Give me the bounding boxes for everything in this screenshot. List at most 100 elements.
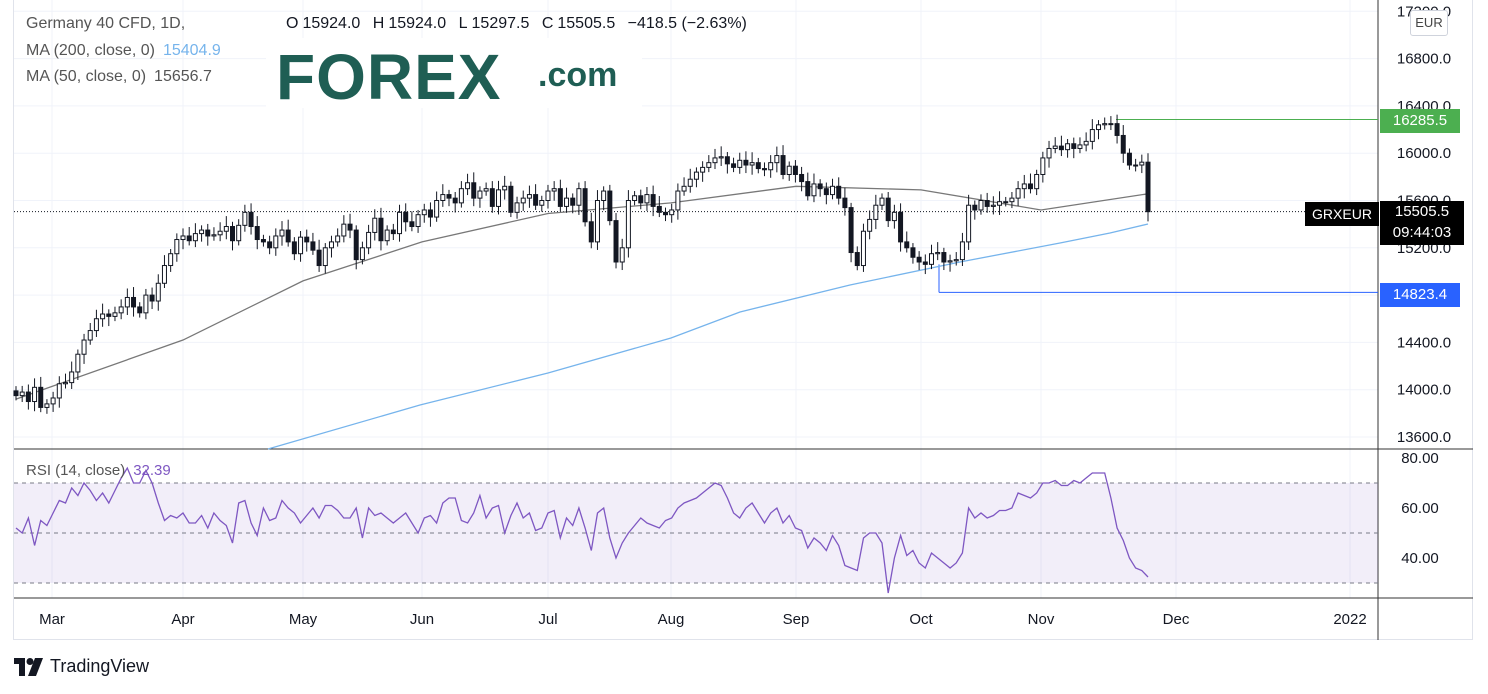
candle-up [384, 229, 390, 242]
currency-button[interactable]: EUR [1410, 10, 1448, 36]
candle-up [520, 197, 526, 204]
low-level-tag: 14823.4 [1380, 283, 1460, 307]
candle-down [922, 261, 928, 265]
candle-down [106, 313, 112, 317]
time-label: Apr [171, 611, 194, 628]
candle-up [155, 282, 161, 302]
candle-up [217, 230, 223, 236]
candle-up [112, 312, 118, 317]
candle-down [533, 194, 539, 206]
candle-up [526, 194, 532, 199]
price-tick-label: 16800.0 [1397, 51, 1451, 68]
candle-up [180, 235, 186, 241]
candle-down [1120, 134, 1126, 154]
candle-up [273, 235, 279, 249]
candle-down [205, 229, 211, 237]
candle-down [638, 195, 644, 204]
candle-down [1114, 123, 1120, 136]
candle-up [830, 185, 836, 196]
candle-up [483, 188, 489, 192]
candle-up [953, 259, 959, 262]
candle-down [650, 194, 656, 207]
symbol-title: Germany 40 CFD, 1D, [26, 15, 186, 32]
candle-down [508, 185, 514, 213]
tradingview-footer[interactable]: TradingView [14, 656, 149, 677]
candle-up [669, 209, 675, 216]
candle-down [817, 183, 823, 190]
candle-down [898, 211, 904, 243]
candle-up [687, 178, 693, 187]
rsi-tick-label: 60.00 [1401, 500, 1439, 517]
candle-up [545, 190, 551, 201]
candle-down [347, 223, 353, 231]
candle-up [56, 383, 62, 399]
candle-down [1071, 143, 1077, 149]
candle-up [93, 318, 99, 332]
candle-up [1034, 173, 1040, 190]
candle-down [731, 163, 737, 168]
candle-up [192, 233, 198, 242]
ohlc-readout: O 15924.0 H 15924.0 L 15297.5 C 15505.5 −418… [286, 15, 751, 33]
candle-down [390, 229, 396, 235]
candle-down [613, 220, 619, 263]
candle-down [353, 229, 359, 261]
time-label: 2022 [1333, 611, 1366, 628]
candle-down [582, 188, 588, 223]
candle-up [867, 218, 873, 232]
candle-up [502, 185, 508, 191]
candle-up [62, 382, 68, 385]
time-label: Aug [658, 611, 685, 628]
ma200-legend[interactable]: MA (200, close, 0) 15404.9 [26, 42, 221, 59]
candle-up [947, 260, 953, 263]
symbol-tag: GRXEUR [1305, 202, 1379, 226]
candle-down [137, 306, 143, 314]
candle-up [749, 162, 755, 166]
candle-up [328, 241, 334, 249]
candle-down [149, 294, 155, 302]
candle-up [1133, 164, 1139, 167]
candle-down [836, 185, 842, 199]
rsi-tick-label: 80.00 [1401, 450, 1439, 467]
forex-logo: FOREX .com [266, 38, 642, 113]
ma50-legend[interactable]: MA (50, close, 0) 15656.7 [26, 68, 212, 85]
tradingview-label: TradingView [50, 656, 150, 676]
candle-down [427, 209, 433, 218]
candle-up [366, 231, 372, 249]
candle-down [452, 197, 458, 204]
candle-up [935, 252, 941, 255]
candle-up [539, 200, 545, 206]
candle-down [805, 181, 811, 197]
candle-down [761, 168, 767, 171]
candle-up [990, 204, 996, 207]
candle-down [13, 390, 19, 397]
candle-down [446, 194, 452, 199]
candle-up [199, 229, 205, 235]
candle-down [916, 256, 922, 263]
candle-up [161, 265, 167, 284]
rsi-legend[interactable]: RSI (14, close) 32.39 [26, 462, 171, 479]
candle-down [663, 211, 669, 216]
candle-up [1015, 188, 1021, 199]
time-label: Oct [909, 611, 933, 628]
time-label: Mar [39, 611, 65, 628]
price-tick-label: 16000.0 [1397, 145, 1451, 162]
candle-up [1102, 123, 1108, 126]
rsi-line [15, 466, 1149, 594]
candle-down [285, 229, 291, 243]
time-label: Jul [538, 611, 557, 628]
candle-down [799, 173, 805, 183]
candle-down [972, 204, 978, 211]
candle-up [966, 204, 972, 243]
candle-down [848, 207, 854, 254]
candle-down [248, 211, 254, 228]
candle-up [211, 234, 217, 237]
candle-down [910, 247, 916, 258]
candle-up [978, 200, 984, 211]
candle-up [774, 155, 780, 164]
candle-up [87, 330, 93, 341]
low-value: L 15297.5 [458, 15, 530, 32]
candle-down [471, 182, 477, 199]
candle-up [1096, 124, 1102, 131]
candle-up [440, 194, 446, 201]
